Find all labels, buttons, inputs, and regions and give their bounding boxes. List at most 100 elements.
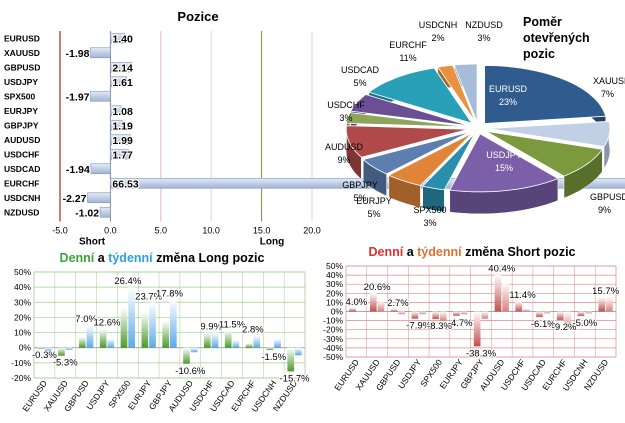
short-chart-bar [349,307,356,312]
long-chart-bar [162,320,169,348]
short-chart-data-label: -9.2% [552,322,577,333]
pozice-value-label: -1.97 [66,91,90,103]
pie-slice-xauusd [487,120,611,147]
pozice-value-label: 1.40 [112,33,133,45]
long-chart-y-tick: 10% [14,328,31,338]
short-chart-data-label: 11.4% [509,290,536,301]
pozice-value-label: 1.61 [112,77,133,89]
long-chart-y-tick: -10% [11,358,31,368]
pozice-category-label: USDCHF [4,149,39,159]
pozice-value-label: -1.98 [66,48,90,60]
pie-slice-eurjpy [388,132,473,186]
long-chart-y-tick: 0% [19,343,32,353]
pozice-category-label: AUDUSD [4,135,40,145]
pozice-category-label: GBPJPY [4,120,39,130]
short-chart-bar [453,311,460,316]
long-chart-data-label: -15.7% [280,373,311,384]
long-chart-bar [274,338,281,348]
long-chart-data-label: 23.7% [135,291,162,302]
long-chart-data-label: 12.6% [93,318,120,329]
short-chart-y-tick: -40% [323,343,343,353]
short-chart-bar [494,274,502,312]
short-chart: Denní a týdenní změna Short pozic -50%-40… [323,245,620,393]
short-chart-bar [370,292,377,312]
long-chart-data-label: -0.3% [32,350,57,361]
pie-title: pozic [523,47,555,61]
long-chart-bar [78,337,86,348]
pie-value-label: 3% [477,33,490,43]
pie-slice-gbpjpy [362,131,471,175]
short-chart-data-label: -4.7% [448,318,473,329]
pie-value-label: 5% [353,78,366,88]
pozice-value-label: -1.02 [75,207,99,219]
long-chart-bar [224,330,232,348]
short-chart-data-label: 20.6% [364,282,391,293]
short-chart-bar [598,297,606,312]
pie-title: Poměr [523,15,562,29]
long-chart-bar [58,347,65,356]
pozice-value-label: -2.27 [63,193,87,205]
short-chart-bar [481,311,489,319]
pozice-x-tick: 10.0 [202,226,220,236]
long-chart-y-tick: 30% [14,297,31,307]
long-chart-bar [170,299,177,348]
short-chart-y-tick: 30% [326,279,343,289]
long-chart-bar [295,347,302,356]
pie-value-label: 9% [598,205,611,215]
long-chart-data-label: 17.8% [156,288,183,299]
pie-value-label: 11% [399,53,416,63]
pie-slice-gbpusd [486,130,603,177]
short-chart-bar [515,301,523,312]
pie-label: GBPJPY [342,180,378,190]
pie-title: otevřených [523,31,590,45]
short-chart-bar [502,282,509,312]
pozice-x-tick: -5.0 [52,226,68,236]
pie-value-label: 5% [353,193,366,203]
pie-label: EURUSD [489,84,528,94]
pie-value-label: 3% [339,113,352,123]
pozice-bar [110,61,133,73]
short-chart-y-tick: -20% [323,325,343,335]
long-chart-data-label: -10.6% [175,366,206,377]
pozice-category-label: USDCNH [4,193,40,203]
pozice-value-label: 1.77 [112,149,133,161]
long-chart-bar [44,347,52,351]
pozice-bar [90,47,111,59]
short-chart-y-tick: 0% [331,307,344,317]
pie-slice-usdjpy [449,133,559,193]
long-chart-bar [99,328,107,348]
pozice-bar [90,90,111,102]
short-chart-y-tick: -50% [323,352,343,362]
short-chart-bar [606,296,613,312]
pie-slice-usdchf [346,112,469,128]
pie-slice-usdcad [350,94,469,127]
short-chart-y-tick: 20% [326,288,343,298]
short-chart-y-tick: 50% [326,261,343,271]
pozice-category-label: USDCAD [4,164,40,174]
short-chart-bar [564,311,572,330]
long-chart: Denní a týdenní změna Long pozic -20% -10%… [11,251,311,414]
long-chart-y-tick: -20% [11,373,31,383]
pozice-category-label: EURCHF [4,178,39,188]
pozice-value-label: 2.14 [112,62,133,74]
short-chart-data-label: 15.7% [592,286,619,297]
long-chart-bar [232,340,240,348]
long-chart-bar [37,347,44,349]
pozice-value-label: 66.53 [112,178,138,190]
short-chart-y-tick: 40% [326,270,343,280]
long-chart-data-label: -5.3% [53,358,78,369]
pozice-value-label: 1.19 [112,120,133,132]
pie-chart: Poměr otevřených pozic EURUSD 23% XAUUSD 7% GBP… [325,15,625,228]
pozice-value-label: 1.08 [112,106,133,118]
pozice-bar [110,148,129,160]
pie-label: XAUUSD [593,76,625,86]
long-chart-bar [266,347,274,350]
pozice-category-label: USDJPY [4,77,38,87]
pozice-category-label: XAUUSD [4,48,40,58]
short-chart-bar [432,311,439,320]
pozice-category-label: GBPUSD [4,62,40,72]
long-chart-bar [107,338,115,348]
short-chart-data-label: -8.3% [427,321,452,332]
pie-label: SPX500 [413,205,446,215]
